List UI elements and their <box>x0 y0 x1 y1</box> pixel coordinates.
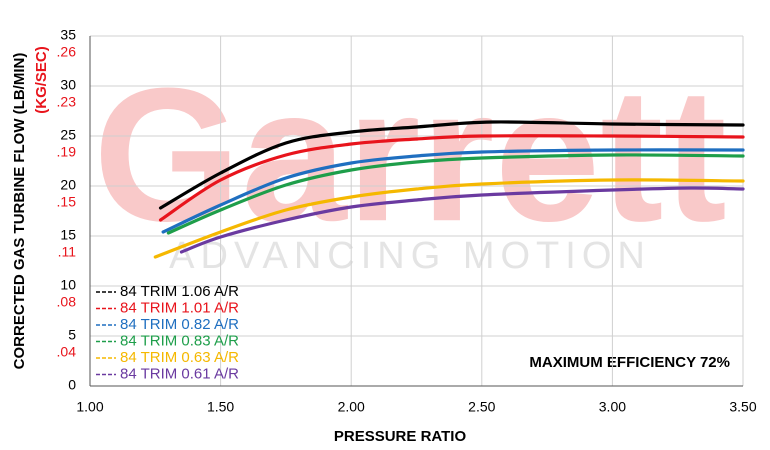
y2-axis-title: (KG/SEC) <box>33 46 50 114</box>
series-line <box>161 148 745 234</box>
x-tick-label: 1.00 <box>76 399 103 415</box>
series-line <box>166 153 745 235</box>
y2-tick-label: .23 <box>57 94 77 110</box>
legend-label: 84 TRIM 0.82 A/R <box>120 316 239 333</box>
legend-label: 84 TRIM 0.61 A/R <box>120 365 239 382</box>
y-tick-label: 0 <box>68 377 76 393</box>
legend-label: 84 TRIM 0.63 A/R <box>120 349 239 366</box>
x-tick-label: 1.50 <box>207 399 234 415</box>
legend-label: 84 TRIM 1.06 A/R <box>120 283 239 300</box>
legend-label: 84 TRIM 0.83 A/R <box>120 332 239 349</box>
series-line <box>179 186 745 254</box>
y-tick-label: 30 <box>60 77 76 93</box>
x-tick-label: 3.00 <box>599 399 626 415</box>
y-axis-title: CORRECTED GAS TURBINE FLOW (LB/MIN) <box>11 53 28 370</box>
watermark-subtitle: ADVANCING MOTION <box>169 235 651 277</box>
series-line <box>158 120 745 210</box>
annotation: MAXIMUM EFFICIENCY 72% <box>529 354 730 371</box>
series-line <box>158 134 745 222</box>
y-tick-label: 35 <box>60 27 76 43</box>
x-tick-label: 3.50 <box>729 399 756 415</box>
y-tick-label: 15 <box>60 227 76 243</box>
y2-tick-label: .04 <box>57 344 77 360</box>
y-tick-label: 5 <box>68 327 76 343</box>
x-axis-title: PRESSURE RATIO <box>334 428 467 445</box>
y2-tick-label: .26 <box>57 44 77 60</box>
y-tick-label: 20 <box>60 177 76 193</box>
x-tick-label: 2.00 <box>338 399 365 415</box>
series-line <box>153 178 745 259</box>
y-tick-label: 25 <box>60 127 76 143</box>
y2-tick-label: .08 <box>57 294 77 310</box>
y-tick-label: 10 <box>60 277 76 293</box>
y2-tick-label: .11 <box>58 244 77 260</box>
y2-tick-label: .15 <box>57 194 77 210</box>
x-tick-label: 2.50 <box>468 399 495 415</box>
y2-tick-label: .19 <box>57 144 77 160</box>
legend-label: 84 TRIM 1.01 A/R <box>120 299 239 316</box>
